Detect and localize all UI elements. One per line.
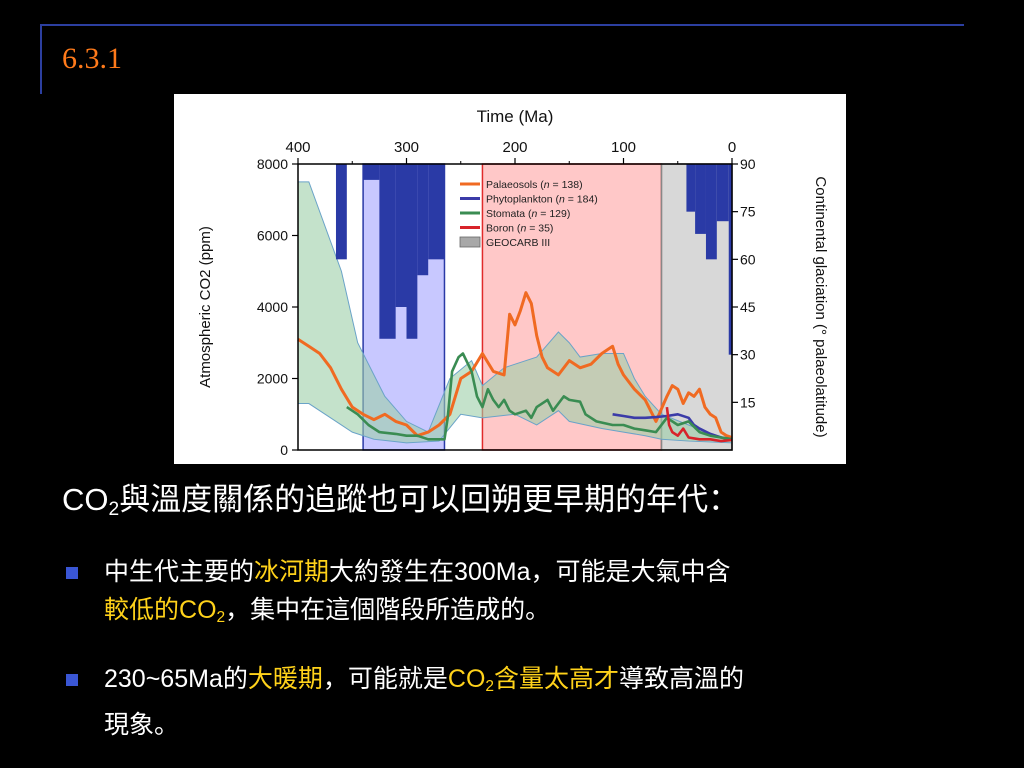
legend-label: Stomata (n = 129) (486, 208, 570, 220)
bullet-number: 300Ma (454, 558, 531, 586)
y2-tick-label: 60 (740, 251, 756, 267)
y2-tick-label: 45 (740, 299, 756, 315)
bullet-line: 中生代主要的冰河期大約發生在300Ma，可能是大氣中含 (104, 553, 966, 591)
glaciation-bar (417, 164, 429, 276)
highlight-ice-age: 冰河期 (254, 557, 330, 586)
bullet-number: 230~65Ma (104, 665, 223, 693)
heading-co2: CO (62, 482, 109, 517)
bullet-text: 的 (222, 664, 248, 693)
y-tick-label: 8000 (257, 156, 288, 172)
y-tick-label: 4000 (257, 299, 288, 315)
bullet-text: ，可能是大氣中含 (530, 557, 731, 586)
y-axis-label: Atmospheric CO2 (ppm) (197, 226, 214, 388)
highlight-co2: CO (447, 665, 486, 693)
glaciation-bar (379, 164, 396, 339)
highlight-too-high: 含量太高才 (494, 664, 620, 693)
glaciation-bar (686, 164, 696, 212)
glaciation-bar (363, 164, 380, 180)
chart-title: Time (Ma) (477, 107, 554, 126)
highlight-co2: CO (179, 596, 217, 624)
title-rule (40, 24, 964, 26)
legend-swatch (459, 236, 481, 248)
highlight-co2-sub: 2 (216, 608, 226, 626)
y2-tick-label: 75 (740, 204, 756, 220)
legend-label: GEOCARB III (486, 237, 550, 249)
stomata-series-line (346, 352, 733, 441)
heading-co2-sub: 2 (108, 498, 120, 520)
y-tick-label: 2000 (257, 371, 288, 387)
x-tick-label: 400 (285, 139, 310, 156)
glaciation-bar (406, 164, 418, 339)
phytoplankton-series-line (612, 413, 733, 441)
slide-heading: CO2與溫度關係的追蹤也可以回朔更早期的年代： (62, 474, 739, 521)
heading-text: 與溫度關係的追蹤也可以回朔更早期的年代： (119, 482, 740, 518)
slide-number: 6.3.1 (62, 42, 122, 75)
glaciation-bar (335, 164, 347, 260)
highlight-warm-period: 大暖期 (247, 664, 323, 693)
bullet-marker (66, 567, 78, 579)
bullet-ice-age: 中生代主要的冰河期大約發生在300Ma，可能是大氣中含 較低的CO2，集中在這個… (66, 553, 966, 637)
bullet-text: 現象。 (104, 709, 180, 739)
x-tick-label: 100 (611, 139, 636, 156)
title-side-rule (40, 24, 42, 94)
highlight-co2-sub: 2 (485, 677, 495, 695)
legend-label: Phytoplankton (n = 184) (486, 194, 598, 206)
y-tick-label: 0 (280, 442, 288, 458)
glaciation-bar (716, 164, 729, 222)
legend-label: Boron (n = 35) (486, 223, 553, 235)
bullet-text: 導致高溫的 (619, 664, 745, 693)
y-tick-label: 6000 (257, 228, 288, 244)
palaeosols-series-line (297, 291, 733, 439)
y2-tick-label: 90 (740, 156, 756, 172)
bullet-text: 大約發生在 (329, 557, 455, 586)
bullet-marker (66, 674, 78, 686)
bullet-text: 中生代主要的 (104, 557, 255, 586)
glaciation-bar (705, 164, 717, 260)
bullet-text: ，集中在這個階段所造成的。 (225, 595, 551, 624)
x-tick-label: 200 (502, 139, 527, 156)
y2-tick-label: 15 (740, 394, 756, 410)
boron-series-line (665, 406, 733, 443)
glaciation-bar (728, 164, 732, 355)
co2-chart: 400 300 200 100 0 0 2000 4000 6000 8000 15 30 45 60 75… (197, 107, 829, 458)
y2-tick-label: 30 (740, 347, 756, 363)
y2-axis-label: Continental glaciation (° palaeolatitude… (812, 176, 829, 437)
x-tick-label: 300 (394, 139, 419, 156)
bullet-line: 230~65Ma的大暖期，可能就是CO2含量太高才導致高溫的 (104, 660, 966, 706)
bullet-warm-period: 230~65Ma的大暖期，可能就是CO2含量太高才導致高溫的 現象。 (66, 660, 966, 744)
bullet-text: ，可能就是 (322, 664, 448, 693)
glaciation-bar (428, 164, 445, 260)
glaciation-bar (395, 164, 407, 307)
highlight-lower: 較低的 (104, 595, 180, 624)
glaciation-bar (695, 164, 706, 234)
legend-label: Palaeosols (n = 138) (486, 179, 583, 191)
co2-chart-figure: 400 300 200 100 0 0 2000 4000 6000 8000 15 30 45 60 75… (174, 94, 846, 464)
bullet-line: 較低的CO2，集中在這個階段所造成的。 (104, 591, 966, 637)
bullet-line: 現象。 (104, 706, 966, 744)
x-tick-label: 0 (728, 139, 736, 156)
